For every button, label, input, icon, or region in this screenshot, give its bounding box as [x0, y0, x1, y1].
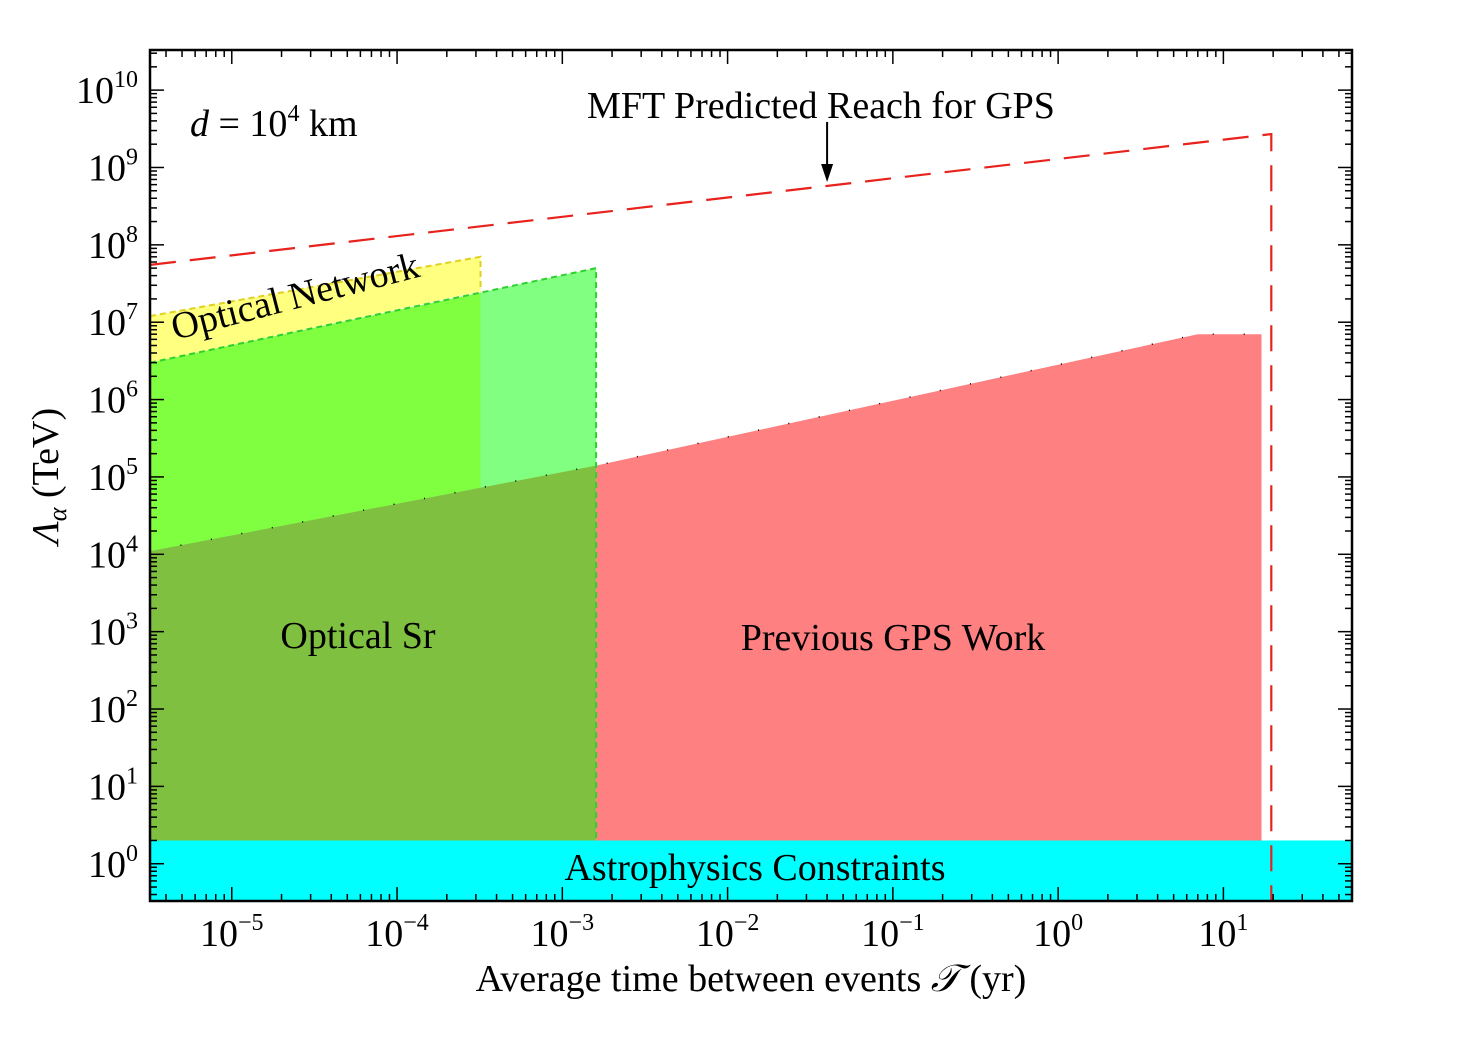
mft-label: MFT Predicted Reach for GPS: [587, 85, 1055, 127]
optical-sr-bright-region: [150, 292, 481, 552]
y-tick-exp: 9: [126, 144, 138, 170]
y-tick-label: 101: [88, 763, 138, 808]
x-tick-label: 100: [1033, 910, 1083, 955]
optical-network-region: [150, 256, 481, 363]
previous-gps-region: [596, 334, 1262, 841]
distance-eq: = 10: [209, 103, 287, 145]
x-tick-label: 101: [1198, 910, 1248, 955]
y-tick-exp: 10: [114, 67, 138, 93]
y-tick-label: 102: [88, 686, 138, 731]
x-tick-label: 10−1: [861, 910, 925, 955]
axis-ticks: [150, 50, 1353, 901]
y-tick-base: 10: [88, 844, 126, 886]
y-tick-base: 10: [76, 70, 114, 112]
y-tick-exp: 2: [126, 686, 138, 712]
y-axis-title: Λα (TeV): [25, 408, 72, 547]
y-tick-base: 10: [88, 766, 126, 808]
distance-var: d: [190, 103, 210, 145]
y-tick-label: 1010: [76, 67, 138, 112]
x-axis-title-unit: (yr): [960, 958, 1026, 1000]
distance-exp: 4: [287, 101, 299, 127]
y-tick-label: 109: [88, 144, 138, 189]
arrow-icon: [821, 121, 834, 182]
x-tick-labels: 10−5 10−4 10−3 10−2 10−1 100 101: [200, 910, 1248, 955]
y-tick-exp: 6: [126, 377, 138, 403]
y-axis-title-sub: α: [43, 506, 72, 521]
x-tick-label: 10−5: [200, 910, 264, 955]
y-tick-label: 103: [88, 609, 138, 654]
plot-frame: [148, 48, 1354, 903]
x-tick-exp: 1: [1236, 910, 1248, 936]
y-tick-exp: 5: [126, 454, 138, 480]
y-tick-label: 104: [88, 531, 138, 576]
mft-reach-line: [149, 132, 1273, 901]
x-tick-exp: −2: [734, 910, 760, 936]
y-tick-base: 10: [88, 147, 126, 189]
x-tick-base: 10: [531, 913, 569, 955]
y-tick-exp: 1: [126, 763, 138, 789]
y-tick-label: 105: [88, 454, 138, 499]
optical-sr-boundary: [149, 266, 598, 841]
x-tick-exp: −4: [403, 910, 429, 936]
x-tick-base: 10: [200, 913, 238, 955]
distance-annotation: d = 104 km: [190, 101, 358, 145]
y-tick-base: 10: [88, 302, 126, 344]
y-tick-exp: 8: [126, 222, 138, 248]
y-tick-base: 10: [88, 457, 126, 499]
arrow-head: [821, 164, 834, 182]
y-tick-base: 10: [88, 225, 126, 267]
x-tick-base: 10: [696, 913, 734, 955]
x-tick-base: 10: [1033, 913, 1071, 955]
x-tick-base: 10: [861, 913, 899, 955]
x-tick-label: 10−2: [696, 910, 760, 955]
x-axis-title: Average time between events 𝒯 (yr): [476, 958, 1027, 1000]
data-lines: [149, 132, 1273, 901]
y-tick-label: 106: [88, 377, 138, 422]
y-tick-label: 107: [88, 299, 138, 344]
x-tick-exp: −3: [569, 910, 595, 936]
y-tick-label: 100: [88, 841, 138, 886]
optical-network-boundary: [149, 255, 482, 318]
y-tick-base: 10: [88, 612, 126, 654]
x-tick-exp: −5: [238, 910, 264, 936]
y-tick-exp: 3: [126, 609, 138, 635]
x-tick-base: 10: [1198, 913, 1236, 955]
y-tick-exp: 7: [126, 299, 138, 325]
astrophysics-label: Astrophysics Constraints: [564, 847, 945, 889]
x-tick-exp: 0: [1071, 910, 1083, 936]
x-tick-base: 10: [365, 913, 403, 955]
distance-unit: km: [299, 103, 357, 145]
y-axis-title-unit: (TeV): [25, 408, 67, 508]
x-tick-label: 10−3: [531, 910, 595, 955]
x-tick-exp: −1: [899, 910, 925, 936]
y-tick-label: 108: [88, 222, 138, 267]
x-axis-title-prefix: Average time between events: [476, 958, 931, 1000]
shaded-regions: [150, 256, 1352, 901]
y-tick-base: 10: [88, 689, 126, 731]
optical-sr-gps-overlap-region: [150, 465, 597, 841]
astrophysics-band: [150, 840, 1352, 901]
y-tick-exp: 4: [126, 531, 138, 557]
y-axis-title-symbol: Λ: [25, 521, 67, 547]
y-tick-base: 10: [88, 534, 126, 576]
y-tick-base: 10: [88, 380, 126, 422]
gps-work-label: Previous GPS Work: [741, 617, 1046, 659]
y-tick-exp: 0: [126, 841, 138, 867]
optical-sr-label: Optical Sr: [280, 615, 435, 657]
x-tick-label: 10−4: [365, 910, 429, 955]
